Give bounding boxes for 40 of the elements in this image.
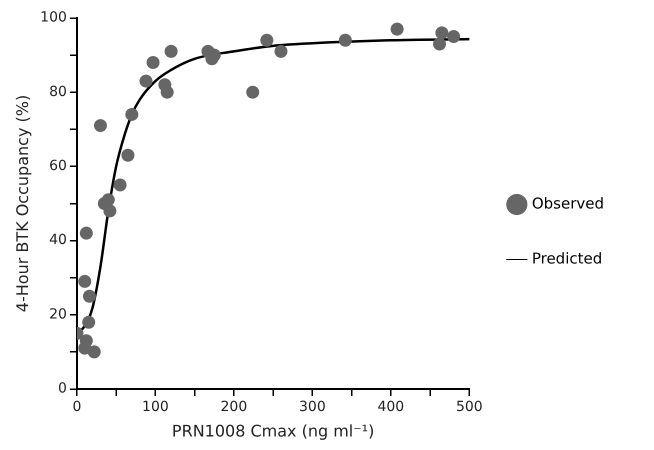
x-tick-label: 100: [142, 399, 169, 416]
point: [164, 44, 178, 58]
point: [125, 108, 138, 121]
x-tick-label: 500: [456, 399, 483, 416]
point: [447, 30, 460, 44]
point: [88, 345, 101, 358]
point: [433, 37, 446, 50]
point: [274, 44, 288, 58]
point: [80, 334, 93, 348]
x-tick-label: 0: [72, 399, 82, 416]
x-axis-title: PRN1008 Cmax (ng ml⁻¹): [172, 422, 374, 441]
point: [338, 34, 352, 47]
x-tick-label: 200: [220, 399, 248, 416]
point: [260, 34, 274, 47]
y-tick-label: 0: [58, 380, 67, 397]
legend-label: Observed: [532, 194, 604, 212]
y-tick-label: 40: [49, 232, 67, 248]
point: [82, 290, 96, 303]
point: [160, 86, 174, 99]
point: [246, 86, 260, 99]
y-tick-label: 20: [49, 306, 67, 322]
y-axis-title: 4-Hour BTK Occupancy (%): [12, 94, 32, 312]
point: [103, 204, 116, 218]
y-tick-label: 60: [49, 158, 67, 174]
x-tick-label: 300: [299, 399, 326, 416]
point: [94, 119, 107, 132]
y-tick-label: 80: [49, 84, 67, 100]
point: [102, 193, 115, 206]
point: [435, 26, 448, 40]
point: [82, 316, 96, 329]
point: [139, 74, 152, 88]
point: [78, 274, 92, 288]
point: [114, 178, 127, 192]
legend-label: Predicted: [532, 249, 602, 268]
y-tick-label: 100: [40, 10, 67, 26]
point: [146, 56, 160, 70]
x-tick-label: 400: [377, 399, 404, 416]
point: [121, 148, 134, 162]
point: [390, 22, 404, 36]
point: [80, 226, 93, 240]
